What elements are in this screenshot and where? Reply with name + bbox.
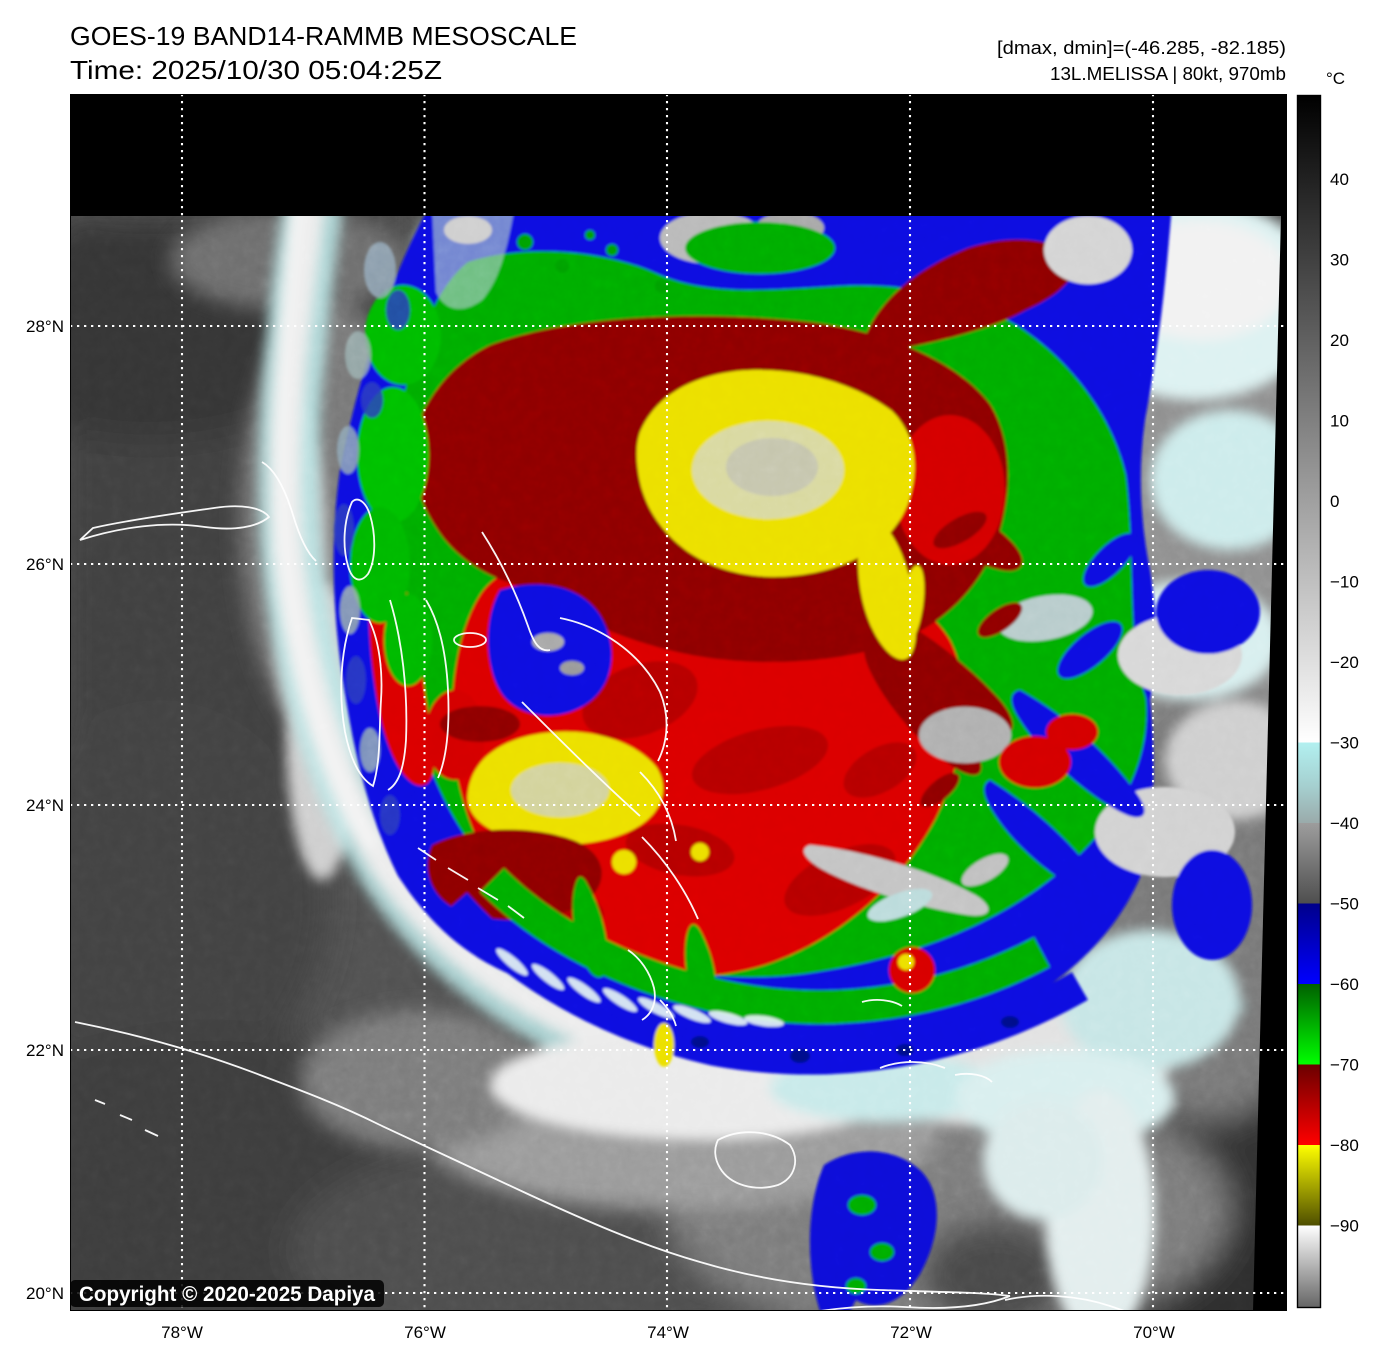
- svg-text:0: 0: [1330, 492, 1339, 511]
- svg-text:20: 20: [1330, 331, 1349, 350]
- svg-text:Time: 2025/10/30 05:04:25Z: Time: 2025/10/30 05:04:25Z: [70, 55, 442, 85]
- svg-text:−90: −90: [1330, 1217, 1359, 1236]
- svg-text:−10: −10: [1330, 573, 1359, 592]
- svg-text:−70: −70: [1330, 1056, 1359, 1075]
- svg-text:°C: °C: [1326, 69, 1345, 88]
- svg-text:72°W: 72°W: [890, 1323, 932, 1342]
- svg-text:70°W: 70°W: [1133, 1323, 1175, 1342]
- svg-text:74°W: 74°W: [647, 1323, 689, 1342]
- svg-text:28°N: 28°N: [26, 317, 64, 336]
- svg-text:GOES-19 BAND14-RAMMB MESOSCALE: GOES-19 BAND14-RAMMB MESOSCALE: [70, 21, 577, 51]
- svg-text:−80: −80: [1330, 1136, 1359, 1155]
- svg-text:40: 40: [1330, 170, 1349, 189]
- svg-text:−20: −20: [1330, 653, 1359, 672]
- svg-text:24°N: 24°N: [26, 796, 64, 815]
- svg-text:−50: −50: [1330, 895, 1359, 914]
- svg-text:Copyright © 2020-2025 Dapiya: Copyright © 2020-2025 Dapiya: [79, 1283, 375, 1306]
- svg-text:30: 30: [1330, 251, 1349, 270]
- svg-text:10: 10: [1330, 412, 1349, 431]
- svg-text:−40: −40: [1330, 814, 1359, 833]
- svg-text:78°W: 78°W: [161, 1323, 203, 1342]
- svg-text:−60: −60: [1330, 975, 1359, 994]
- svg-text:26°N: 26°N: [26, 555, 64, 574]
- svg-text:−30: −30: [1330, 734, 1359, 753]
- svg-text:22°N: 22°N: [26, 1041, 64, 1060]
- svg-text:76°W: 76°W: [404, 1323, 446, 1342]
- svg-text:[dmax, dmin]=(-46.285, -82.185: [dmax, dmin]=(-46.285, -82.185): [997, 37, 1286, 58]
- svg-text:13L.MELISSA | 80kt, 970mb: 13L.MELISSA | 80kt, 970mb: [1050, 63, 1286, 84]
- svg-text:20°N: 20°N: [26, 1284, 64, 1303]
